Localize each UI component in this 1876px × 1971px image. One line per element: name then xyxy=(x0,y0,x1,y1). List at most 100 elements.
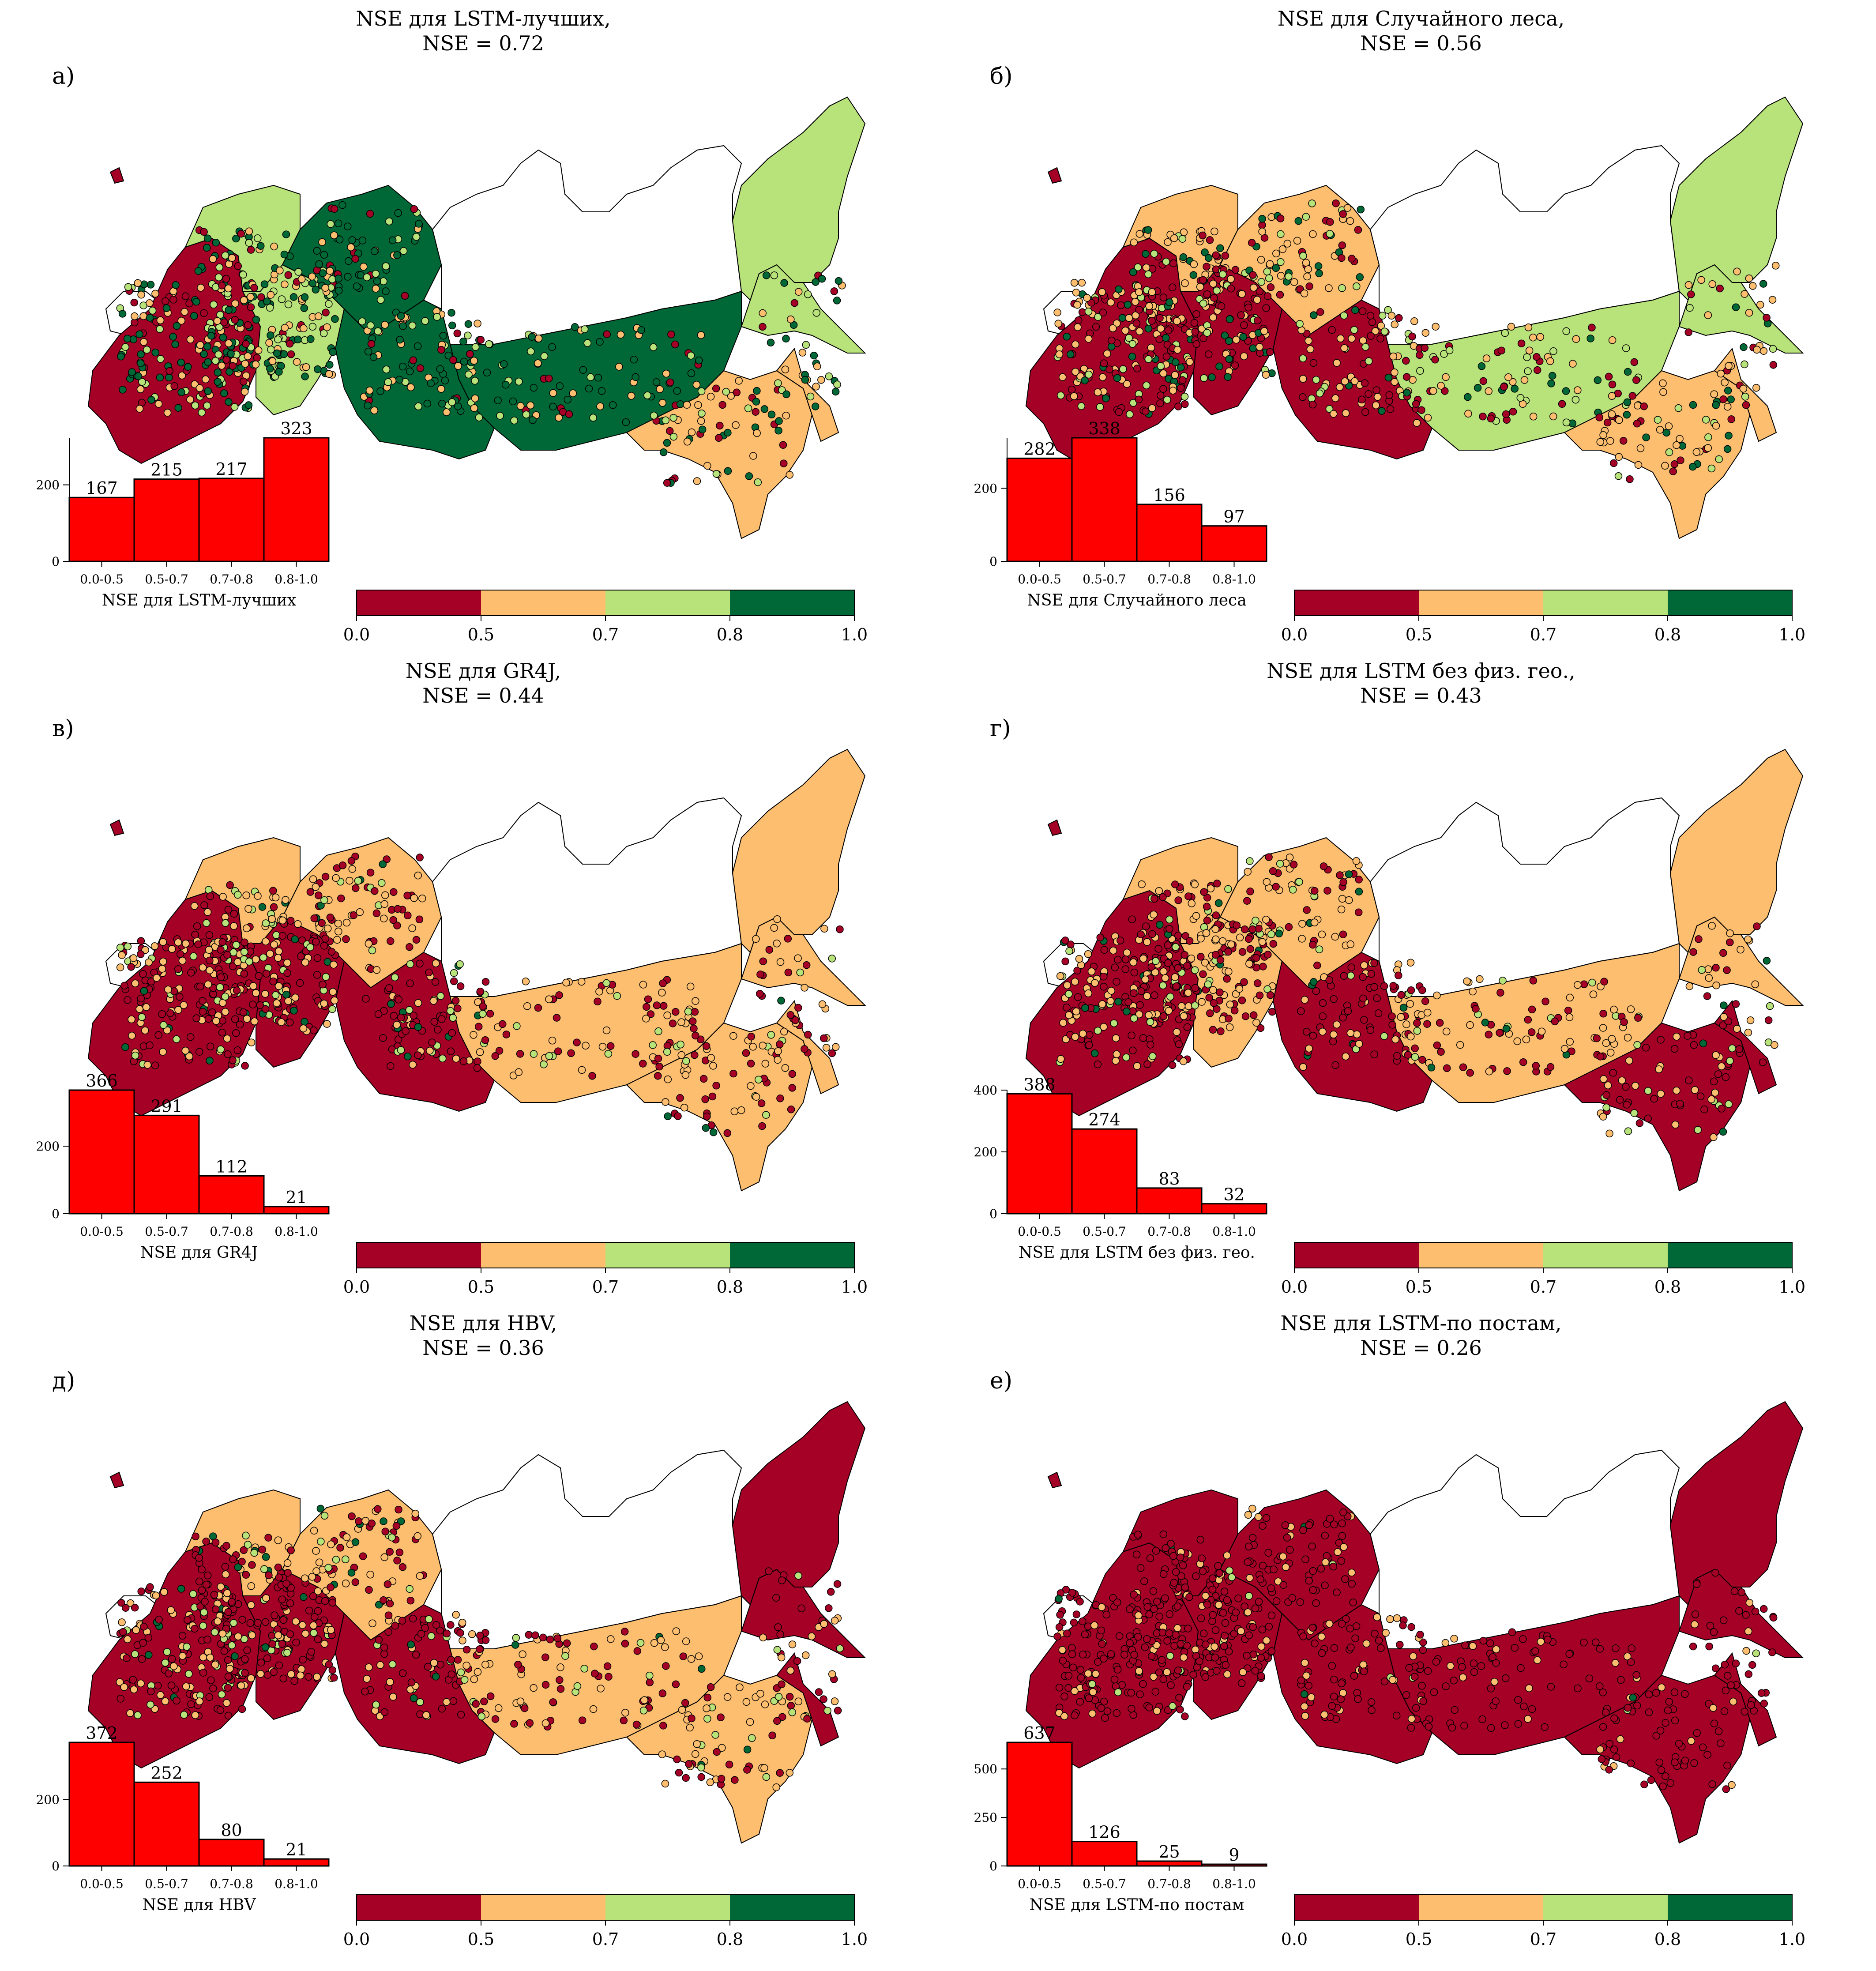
gauge-point xyxy=(585,384,593,393)
gauge-point xyxy=(444,351,453,360)
gauge-point xyxy=(673,387,681,395)
gauge-point xyxy=(120,1683,128,1691)
gauge-point xyxy=(1084,1622,1092,1631)
gauge-point xyxy=(356,908,364,916)
gauge-point xyxy=(1225,337,1233,345)
gauge-point xyxy=(1387,312,1396,320)
gauge-point xyxy=(828,955,836,963)
gauge-point xyxy=(1209,986,1217,994)
gauge-point xyxy=(241,1669,249,1677)
gauge-point xyxy=(378,879,386,887)
gauge-point xyxy=(1338,1620,1346,1628)
gauge-point xyxy=(1091,979,1099,987)
gauge-point xyxy=(395,1505,402,1514)
gauge-point xyxy=(1143,938,1151,946)
gauge-point xyxy=(1068,1644,1076,1652)
gauge-point xyxy=(654,1072,662,1080)
gauge-point xyxy=(1524,1016,1532,1024)
gauge-point xyxy=(642,1015,650,1023)
gauge-point xyxy=(1276,214,1285,222)
gauge-point xyxy=(209,1684,217,1693)
gauge-point xyxy=(1742,1611,1750,1619)
gauge-point xyxy=(428,1038,436,1046)
gauge-point xyxy=(1658,1683,1665,1692)
gauge-point xyxy=(1691,1086,1699,1094)
gauge-point xyxy=(1702,416,1710,424)
gauge-point xyxy=(755,1076,763,1084)
gauge-point xyxy=(1501,329,1509,337)
gauge-point xyxy=(1221,252,1229,260)
gauge-point xyxy=(199,1669,207,1677)
gauge-point xyxy=(410,1694,418,1702)
gauge-point xyxy=(1183,1683,1191,1691)
gauge-point xyxy=(697,1773,705,1781)
gauge-point xyxy=(761,1060,770,1068)
gauge-point xyxy=(186,335,195,344)
gauge-point xyxy=(818,275,826,283)
gauge-point xyxy=(1254,1513,1263,1521)
histogram-bar xyxy=(1071,437,1138,562)
gauge-point xyxy=(232,941,241,949)
gauge-point xyxy=(429,997,438,1005)
gauge-point xyxy=(1308,1624,1316,1632)
gauge-point xyxy=(522,978,530,986)
gauge-point xyxy=(416,1698,424,1706)
gauge-point xyxy=(247,246,255,254)
gauge-point xyxy=(1142,250,1150,258)
gauge-point xyxy=(462,1662,470,1670)
gauge-point xyxy=(569,389,577,397)
gauge-point xyxy=(1253,979,1262,987)
gauge-point xyxy=(1711,1664,1720,1673)
gauge-point xyxy=(409,1061,417,1069)
gauge-point xyxy=(549,389,557,397)
gauge-point xyxy=(404,1052,412,1061)
gauge-point xyxy=(266,365,274,372)
gauge-point xyxy=(500,360,508,368)
gauge-point xyxy=(1064,1684,1072,1692)
gauge-point xyxy=(1293,237,1301,245)
gauge-point xyxy=(1214,1601,1223,1609)
gauge-point xyxy=(459,1057,468,1065)
gauge-point xyxy=(1231,266,1240,274)
gauge-point xyxy=(1404,1051,1412,1059)
gauge-point xyxy=(742,1698,751,1706)
gauge-point xyxy=(135,405,144,413)
gauge-point xyxy=(1251,1604,1259,1613)
gauge-point xyxy=(222,1570,230,1579)
gauge-point xyxy=(1407,1032,1415,1041)
gauge-point xyxy=(1127,1689,1135,1697)
gauge-point xyxy=(180,308,188,316)
histogram-bar-label: 291 xyxy=(150,1096,183,1116)
gauge-point xyxy=(1163,395,1171,404)
gauge-point xyxy=(1304,265,1312,273)
gauge-point xyxy=(178,1652,187,1660)
gauge-point xyxy=(1330,1675,1338,1684)
gauge-point xyxy=(1338,241,1346,249)
gauge-point xyxy=(691,1051,699,1059)
gauge-point xyxy=(1211,227,1218,236)
gauge-point xyxy=(1709,1704,1717,1712)
gauge-point xyxy=(1340,344,1349,352)
gauge-point xyxy=(431,978,440,986)
gauge-point xyxy=(1301,1712,1309,1720)
gauge-point xyxy=(712,470,721,478)
gauge-point xyxy=(1177,1002,1186,1010)
gauge-point xyxy=(347,1569,356,1577)
gauge-point xyxy=(1226,1566,1233,1575)
colorbar-tick-label: 0.8 xyxy=(717,1930,743,1949)
gauge-point xyxy=(1137,930,1145,939)
gauge-point xyxy=(1109,946,1117,955)
gauge-point xyxy=(380,914,388,922)
gauge-point xyxy=(1204,254,1213,262)
gauge-point xyxy=(1640,1780,1648,1788)
gauge-point xyxy=(1192,912,1200,920)
gauge-point xyxy=(1692,448,1701,456)
gauge-point xyxy=(290,1007,298,1015)
gauge-point xyxy=(376,296,385,304)
gauge-point xyxy=(796,968,804,977)
gauge-point xyxy=(718,401,726,409)
gauge-point xyxy=(1296,320,1304,328)
gauge-point xyxy=(261,1618,270,1626)
gauge-point xyxy=(1239,333,1247,341)
gauge-point xyxy=(1085,370,1093,379)
